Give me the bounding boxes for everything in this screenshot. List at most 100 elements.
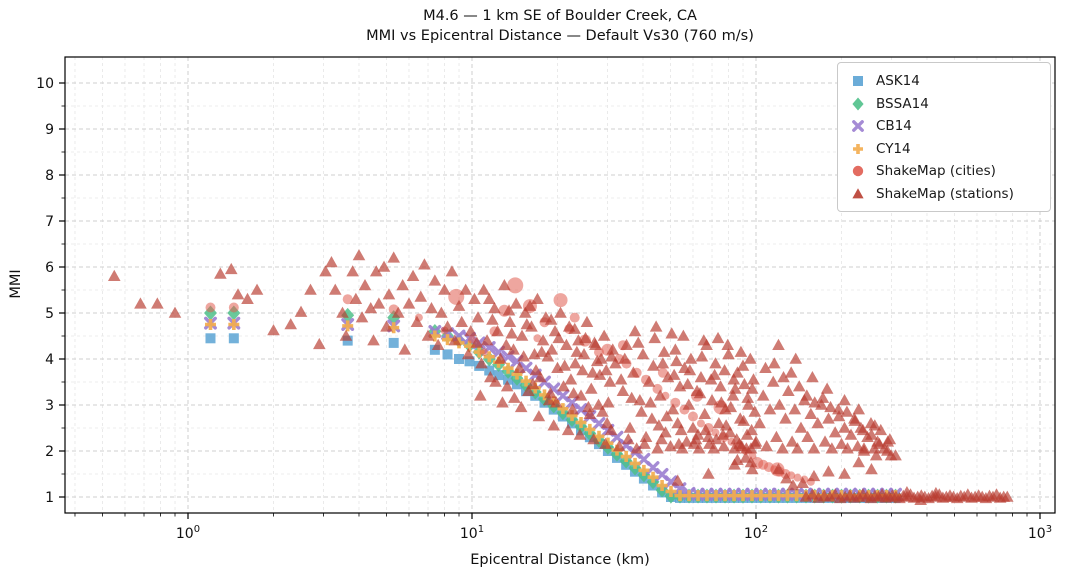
shakemap-station-point [788,403,802,415]
y-axis-label: MMI [8,269,24,299]
y-tick-label: 6 [45,260,54,276]
shakemap-station-point [736,359,750,371]
shakemap-station-point [649,320,663,332]
shakemap-station-point [737,414,750,426]
shakemap-station-point [630,442,643,454]
ask14-point [503,374,514,385]
shakemap-station-point [835,437,848,449]
shakemap-station-point [844,428,858,440]
shakemap-station-point [702,467,715,479]
legend-label-ask14: ASK14 [876,73,920,90]
shakemap-station-point [557,380,570,392]
shakemap-station-point [346,265,359,277]
legend-item-ask14: ASK14 [848,70,1040,93]
shakemap-city-point [657,367,668,378]
cy14-point [791,490,803,502]
shakemap-station-point [509,297,523,309]
shakemap-station-point [697,334,711,346]
shakemap-station-point [745,423,758,436]
shakemap-station-point [542,394,556,406]
y-tick-label: 4 [45,352,54,368]
x-tick-label: 102 [744,524,768,542]
shakemap-station-point [455,315,469,327]
shakemap-station-point [398,343,412,355]
shakemap-station-point [784,366,798,378]
shakemap-station-point [759,361,772,373]
shakemap-station-point [522,384,535,396]
legend-square-glyph [853,76,863,87]
shakemap-station-point [772,338,785,350]
legend-item-bssa14: BSSA14 [848,93,1040,116]
shakemap-station-point [609,357,622,369]
shakemap-station-point [534,371,547,383]
shakemap-station-point [496,396,509,408]
shakemap-station-point [800,389,814,401]
shakemap-station-point [806,371,819,383]
shakemap-station-point [748,405,762,417]
legend-triangle-icon [852,187,864,199]
shakemap-station-point [599,437,612,449]
shakemap-station-point [267,324,280,336]
legend-label-stations: ShakeMap (stations) [876,185,1014,202]
shakemap-city-point [553,293,568,308]
shakemap-station-point [503,315,517,327]
shakemap-station-point [380,320,393,332]
shakemap-station-point [418,258,431,270]
shakemap-station-point [513,361,526,373]
shakemap-station-point [694,371,708,383]
shakemap-station-point [747,373,760,385]
shakemap-station-point [652,419,666,431]
shakemap-station-point [723,426,737,438]
shakemap-station-point [753,417,766,429]
shakemap-station-point [786,479,800,491]
shakemap-station-point [627,366,640,378]
shakemap-station-point [728,382,742,394]
shakemap-station-point [1000,490,1014,502]
shakemap-station-point [730,433,743,445]
shakemap-station-point [683,364,697,376]
shakemap-station-point [325,256,338,268]
shakemap-station-point [760,440,773,452]
shakemap-station-point [822,412,835,424]
shakemap-station-point [770,430,783,442]
shakemap-station-point [583,407,597,419]
shakemap-station-point [355,311,369,323]
shakemap-station-point [716,428,730,440]
shakemap-station-point [807,442,821,454]
shakemap-station-point [699,423,712,436]
legend-label-cities: ShakeMap (cities) [876,163,996,180]
y-tick-label: 9 [45,122,54,138]
shakemap-station-point [134,297,147,309]
shakemap-station-point [657,345,671,357]
shakemap-station-point [468,292,481,304]
cy14-point [629,457,641,469]
shakemap-station-point [780,472,793,484]
shakemap-station-point [756,389,770,401]
shakemap-station-point [721,338,735,350]
shakemap-station-point [801,430,814,442]
shakemap-station-point [518,306,532,318]
shakemap-station-point [587,433,600,445]
shakemap-station-point [645,412,659,424]
shakemap-station-point [602,396,615,408]
cy14-point [781,490,793,502]
shakemap-station-point [724,400,738,413]
legend-label-cb14: CB14 [876,118,912,135]
shakemap-station-point [304,283,317,295]
shakemap-station-point [832,410,846,422]
shakemap-station-point [464,325,478,337]
legend-square-icon [853,76,863,87]
shakemap-station-point [612,440,626,452]
shakemap-station-point [874,423,888,436]
shakemap-station-point [779,412,792,424]
shakemap-station-point [250,283,264,295]
shakemap-station-point [566,403,579,415]
ask14-point [493,370,504,381]
shakemap-city-point [507,277,524,294]
shakemap-station-point [284,318,298,330]
x-tick-label: 100 [176,524,200,542]
shakemap-station-point [666,403,680,415]
shakemap-station-point [582,400,595,413]
